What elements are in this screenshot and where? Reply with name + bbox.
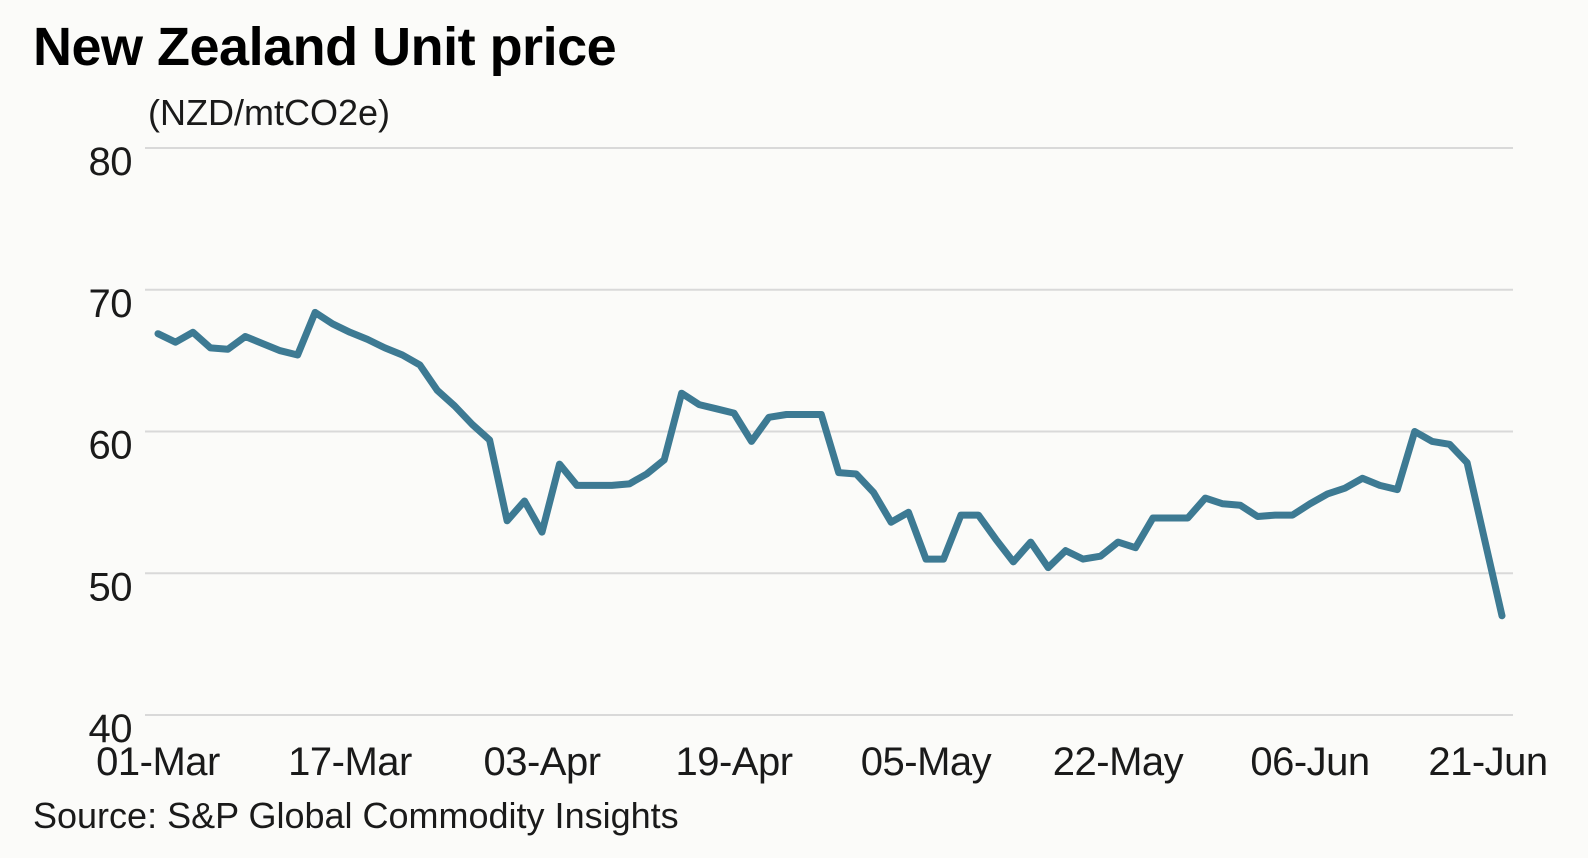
price-line-series [154,308,1506,620]
x-tick-label-19-Apr: 19-Apr [675,740,792,784]
x-tick-label-01-Mar: 01-Mar [96,740,220,784]
x-tick-label-22-May: 22-May [1053,740,1184,784]
y-tick-label-40: 40 [89,707,133,751]
y-tick-label-80: 80 [89,140,133,184]
source-caption: Source: S&P Global Commodity Insights [33,795,679,836]
y-tick-label-70: 70 [89,282,133,326]
x-tick-label-05-May: 05-May [861,740,992,784]
x-tick-label-03-Apr: 03-Apr [483,740,600,784]
x-tick-label-17-Mar: 17-Mar [288,740,412,784]
x-tick-label-06-Jun: 06-Jun [1250,740,1369,784]
y-tick-label-60: 60 [89,424,133,468]
y-tick-label-50: 50 [89,565,133,609]
chart-unit-label: (NZD/mtCO2e) [148,92,390,133]
chart-title: New Zealand Unit price [33,17,617,77]
x-tick-label-21-Jun: 21-Jun [1428,740,1547,784]
